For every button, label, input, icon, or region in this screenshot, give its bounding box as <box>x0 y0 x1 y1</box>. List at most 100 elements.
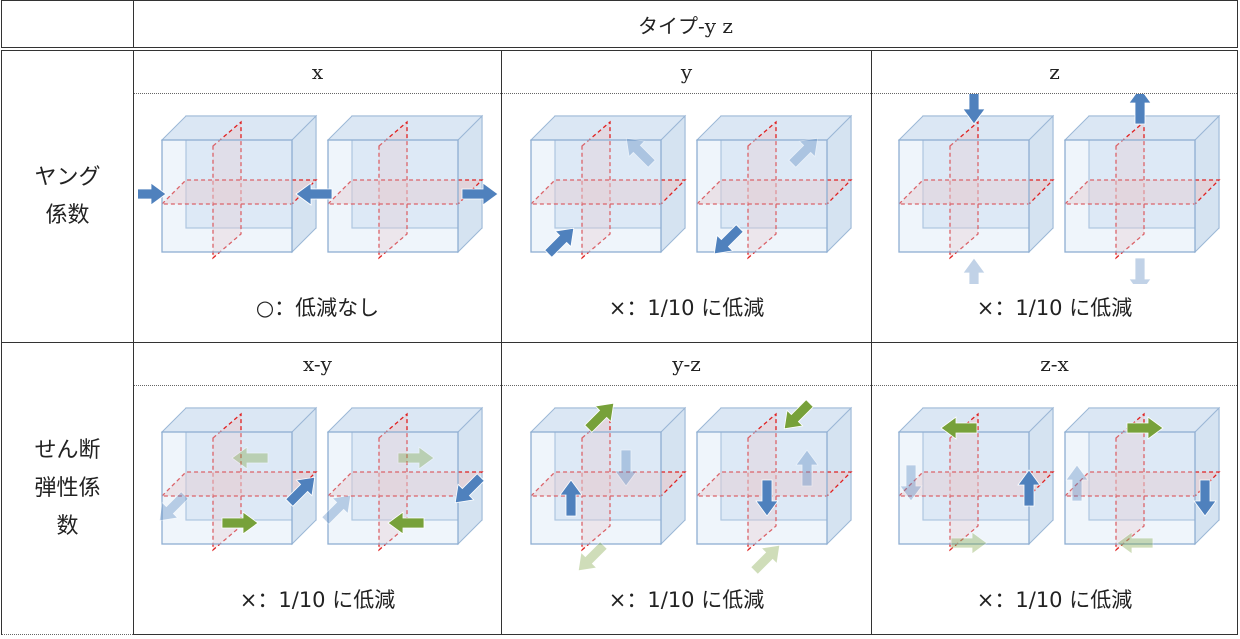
cube <box>694 114 853 260</box>
arrow <box>158 491 189 522</box>
arrow <box>386 511 424 535</box>
plane-vertical <box>580 120 611 260</box>
arrow <box>284 476 315 507</box>
image-row: ○：低減なし ×：1/10 に低減 ×：1/10 に低減 <box>2 93 1238 343</box>
arrow <box>461 182 498 206</box>
cube-front <box>1063 139 1196 253</box>
arrow <box>320 494 351 525</box>
arrow <box>137 182 167 206</box>
plane-vertical <box>377 120 408 260</box>
cube <box>137 114 332 260</box>
cube <box>294 114 498 260</box>
arrow <box>1064 464 1089 502</box>
result-caption: ×：1/10 に低減 <box>976 588 1133 612</box>
axis-label: z <box>871 48 1238 94</box>
image-cell: ×：1/10 に低減 <box>133 385 502 635</box>
arrow <box>783 399 814 430</box>
arrow <box>939 416 977 440</box>
arrow <box>294 182 332 206</box>
plane-horizontal <box>159 471 318 497</box>
axis-row: せん断弾性係数 x-y y-z z-x <box>1 342 1238 635</box>
arrow <box>950 531 988 555</box>
cube-front <box>529 139 662 253</box>
cube-diagram <box>528 114 853 260</box>
cube-diagram <box>896 406 1221 555</box>
section-label: ヤング係数 <box>34 164 101 228</box>
arrow <box>754 479 779 517</box>
arrow <box>961 94 986 125</box>
image-cell: ○：低減なし <box>133 93 502 343</box>
arrow <box>787 137 818 168</box>
cell-content: ×：1/10 に低減 <box>134 386 501 634</box>
plane-horizontal <box>896 471 1055 497</box>
cell-content: ×：1/10 に低減 <box>872 94 1237 342</box>
axis-row: ヤング係数 x y z <box>1 48 1238 343</box>
cell-content: ×：1/10 に低減 <box>872 386 1237 634</box>
cube-diagram <box>137 114 498 260</box>
plane-horizontal <box>1062 471 1221 497</box>
section-label-cell: せん断弾性係数 <box>1 342 134 635</box>
arrow <box>230 446 268 470</box>
arrow <box>1192 479 1217 517</box>
cube <box>1062 94 1221 284</box>
plane-vertical <box>948 120 979 260</box>
cube-diagram <box>896 94 1221 284</box>
cube <box>896 406 1055 555</box>
arrow <box>221 511 259 535</box>
arrow <box>713 224 744 255</box>
arrow <box>558 479 583 517</box>
header-row: タイプ-y z <box>1 0 1238 51</box>
header-title: タイプ-y z <box>133 0 1238 51</box>
result-caption: ×：1/10 に低減 <box>608 588 765 612</box>
arrow <box>898 464 923 502</box>
plane-vertical <box>746 120 777 260</box>
plane-vertical <box>1114 120 1145 260</box>
plane-horizontal <box>325 179 484 205</box>
cell-content: ×：1/10 に低減 <box>502 386 871 634</box>
arrow <box>543 227 574 258</box>
plane-horizontal <box>325 471 484 497</box>
cube <box>694 399 853 575</box>
arrow <box>961 257 986 284</box>
cell-content: ×：1/10 に低減 <box>502 94 871 342</box>
cube <box>320 406 485 552</box>
cube-front <box>160 139 293 253</box>
cube <box>528 114 687 260</box>
cube-front <box>326 139 459 253</box>
cell-content: ○：低減なし <box>134 94 501 342</box>
cube <box>1062 406 1221 555</box>
arrow <box>577 541 608 572</box>
arrow <box>583 402 614 433</box>
arrow <box>1127 257 1152 284</box>
axis-label: x <box>133 48 502 94</box>
arrow <box>1126 416 1164 440</box>
cube-front <box>1063 431 1196 545</box>
plane-horizontal <box>896 179 1055 205</box>
image-row: ×：1/10 に低減 ×：1/10 に低減 ×：1/10 に低減 <box>2 385 1238 635</box>
arrow <box>1115 531 1153 555</box>
image-cell: ×：1/10 に低減 <box>871 93 1238 343</box>
plane-horizontal <box>528 179 687 205</box>
arrow <box>749 544 780 575</box>
plane-vertical <box>211 120 242 260</box>
image-cell: ×：1/10 に低減 <box>501 93 872 343</box>
arrow <box>454 473 485 504</box>
cube-front <box>897 139 1030 253</box>
arrow <box>794 449 819 487</box>
plane-horizontal <box>694 179 853 205</box>
arrow <box>625 137 656 168</box>
axis-label: y-z <box>501 342 872 386</box>
arrow <box>1127 94 1152 125</box>
corner-cell <box>1 0 134 51</box>
plane-vertical <box>948 412 979 552</box>
arrow <box>613 449 638 487</box>
arrow <box>1016 469 1041 507</box>
cube <box>158 406 318 552</box>
result-caption: ×：1/10 に低減 <box>239 588 396 612</box>
axis-label: z-x <box>871 342 1238 386</box>
image-cell: ×：1/10 に低減 <box>871 385 1238 635</box>
section-label: せん断弾性係数 <box>34 437 101 539</box>
cube-diagram <box>528 399 853 575</box>
